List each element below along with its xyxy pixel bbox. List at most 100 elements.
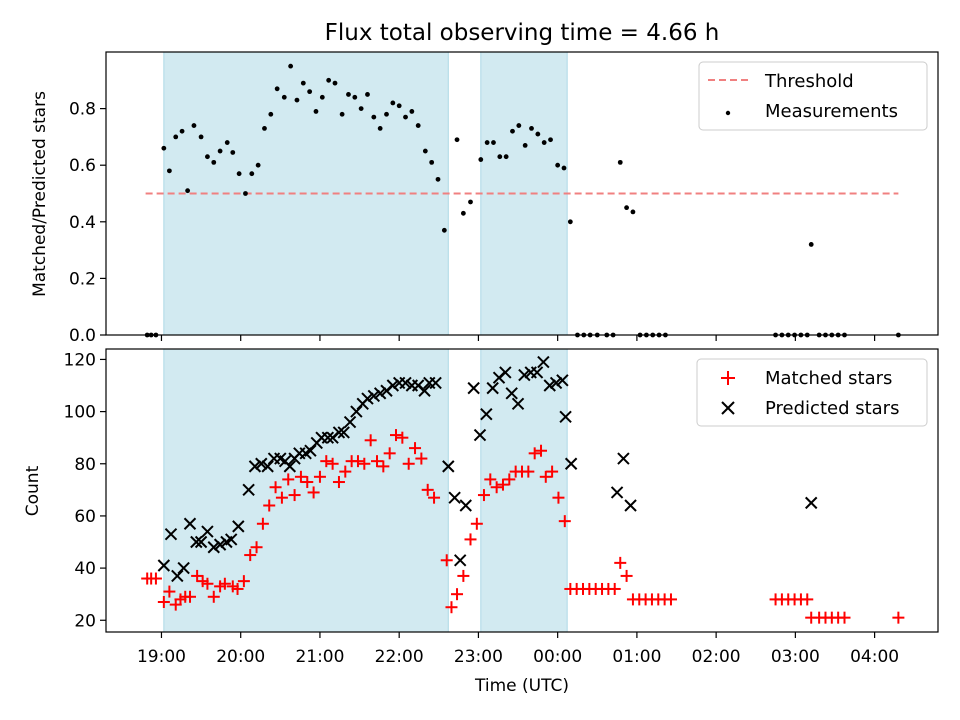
matched-star-point (490, 481, 503, 494)
measurement-point (403, 114, 408, 120)
matched-star-point (288, 489, 301, 502)
predicted-star-point (242, 483, 255, 497)
x-marker-stroke (564, 457, 578, 470)
matched-star-point (351, 455, 364, 468)
matched-star-point (201, 577, 214, 590)
matched-star-point (664, 593, 677, 606)
measurement-point (522, 142, 528, 148)
predicted-star-point (261, 460, 274, 473)
predicted-star-point (499, 366, 512, 379)
measurement-point (460, 210, 466, 216)
measurement-point (484, 140, 490, 145)
x-marker-stroke (373, 387, 387, 400)
x-marker-stroke (321, 431, 335, 444)
matched-star-point (445, 601, 458, 614)
count-points (141, 355, 905, 624)
measurement-point (274, 86, 280, 92)
x-marker-stroke (283, 460, 297, 473)
matched-star-point (614, 556, 627, 569)
predicted-star-point (442, 460, 455, 473)
x-marker-stroke (164, 527, 178, 541)
matched-star-point (370, 455, 383, 468)
y-tick-label: 0.8 (69, 100, 96, 120)
matched-star-point (503, 473, 516, 486)
measurement-point (205, 154, 210, 160)
matched-star-point (440, 554, 453, 567)
predicted-star-point (564, 457, 578, 470)
x-marker-stroke (453, 554, 467, 567)
x-marker-stroke (530, 366, 544, 379)
x-tick-label: 04:00 (850, 647, 899, 667)
measurement-point (390, 100, 396, 106)
predicted-star-point (399, 376, 412, 390)
x-marker-stroke (183, 517, 197, 530)
predicted-star-point (350, 405, 363, 418)
predicted-star-point (367, 389, 381, 403)
predicted-star-point (190, 535, 203, 549)
x-marker-stroke (157, 559, 171, 572)
predicted-star-point (283, 460, 297, 473)
predicted-star-point (505, 387, 518, 400)
matched-star-point (383, 447, 396, 460)
measurement-point (617, 159, 623, 165)
x-marker-stroke (442, 460, 455, 473)
predicted-star-point (480, 408, 493, 421)
x-axis-label: Time (UTC) (474, 676, 569, 696)
matched-legend-swatch (721, 371, 735, 385)
matched-star-point (244, 549, 257, 562)
measurement-point (561, 165, 567, 171)
measurement-point (352, 94, 358, 100)
chart-title: Flux total observing time = 4.66 h (325, 20, 720, 46)
predicted-star-point (559, 410, 572, 424)
matched-star-point (275, 491, 288, 504)
measurement-point (377, 126, 383, 131)
predicted-star-point (194, 535, 208, 549)
matched-star-point (415, 452, 428, 465)
predicted-star-point (201, 525, 214, 538)
predicted-star-point (232, 520, 245, 533)
x-marker-stroke (429, 376, 442, 390)
measurement-point (529, 126, 534, 131)
measurement-point (281, 94, 287, 100)
measurement-point (396, 103, 402, 109)
bottom-x-ticks: 19:00 20:00 21:00 22:00 23:00 00:00 01:00 02:00… (137, 632, 899, 667)
predicted-legend-label: Predicted stars (765, 398, 899, 419)
x-marker-stroke (304, 444, 317, 457)
x-marker-stroke (511, 397, 525, 410)
measurement-point (541, 140, 547, 145)
predicted-star-point (164, 527, 178, 541)
measurement-point (173, 134, 179, 140)
matched-star-point (496, 478, 509, 491)
matched-star-point (464, 533, 477, 546)
measurement-point (491, 140, 496, 145)
x-tick-label: 20:00 (216, 647, 265, 667)
matched-star-point (256, 517, 269, 530)
x-tick-label: 03:00 (771, 647, 820, 667)
measurement-point (429, 159, 435, 165)
matched-star-point (528, 447, 541, 460)
x-marker-stroke (367, 389, 381, 403)
predicted-star-point (511, 397, 525, 410)
x-tick-label: 01:00 (612, 647, 661, 667)
predicted-star-point (467, 381, 480, 395)
matched-star-point (522, 465, 535, 478)
matched-star-point (183, 590, 196, 603)
x-marker-stroke (194, 535, 208, 549)
y-tick-label: 0.2 (69, 269, 96, 289)
measurement-point (441, 227, 447, 233)
predicted-legend-swatch (721, 401, 735, 415)
x-marker-stroke (473, 428, 487, 442)
measurement-point (236, 171, 242, 177)
x-tick-label: 19:00 (137, 647, 186, 667)
measurement-point (516, 123, 522, 128)
predicted-star-point (537, 355, 550, 369)
matched-legend-label: Matched stars (765, 368, 892, 389)
predicted-star-point (543, 379, 556, 392)
x-marker-stroke (224, 533, 238, 546)
measurement-point (179, 128, 185, 134)
x-marker-stroke (486, 381, 499, 395)
x-marker-stroke (559, 410, 572, 424)
bottom-y-ticks: 20 40 60 80 100 120 (64, 350, 106, 631)
x-marker-stroke (242, 483, 255, 497)
measurement-point (161, 145, 167, 151)
